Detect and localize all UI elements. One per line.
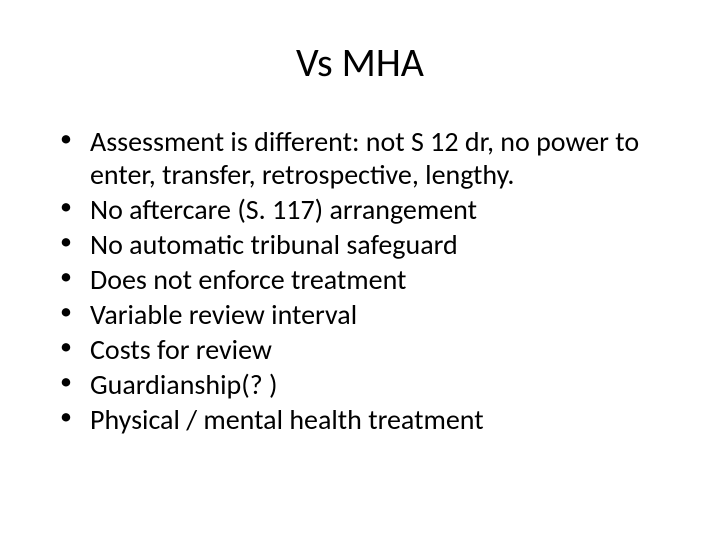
bullet-list: Assessment is different: not S 12 dr, no… bbox=[38, 125, 682, 436]
list-item: No automatic tribunal safeguard bbox=[60, 228, 682, 261]
list-item: Variable review interval bbox=[60, 298, 682, 331]
list-item: Costs for review bbox=[60, 333, 682, 366]
list-item: Guardianship(? ) bbox=[60, 368, 682, 401]
list-item: Does not enforce treatment bbox=[60, 263, 682, 296]
list-item: Physical / mental health treatment bbox=[60, 403, 682, 436]
list-item: No aftercare (S. 117) arrangement bbox=[60, 193, 682, 226]
list-item: Assessment is different: not S 12 dr, no… bbox=[60, 125, 682, 191]
slide-title: Vs MHA bbox=[38, 38, 682, 87]
